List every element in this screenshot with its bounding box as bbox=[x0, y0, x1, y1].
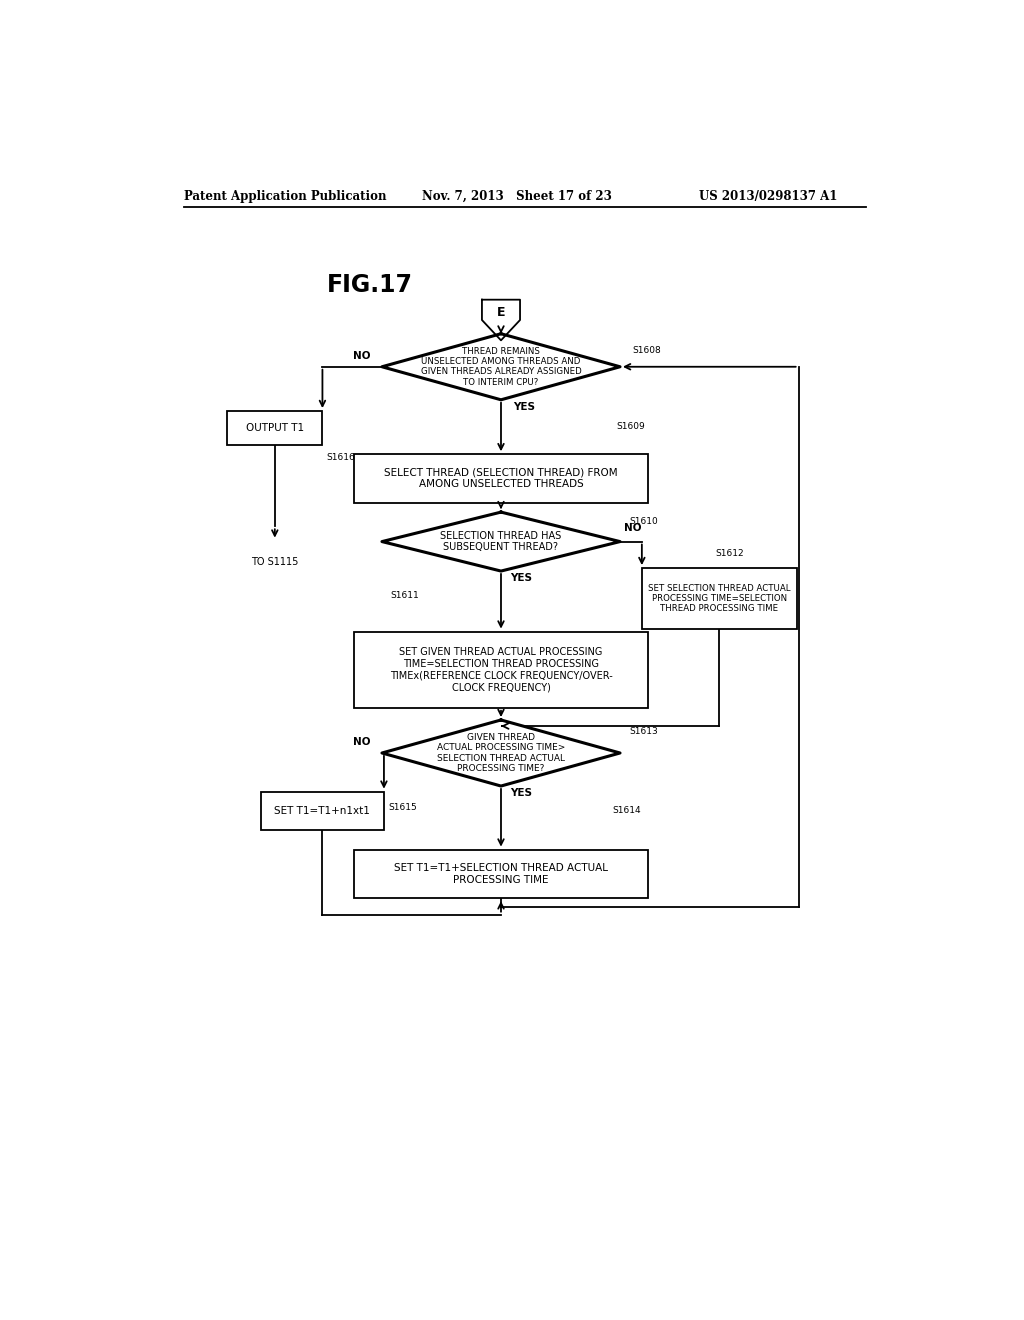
Polygon shape bbox=[482, 300, 520, 341]
Text: S1615: S1615 bbox=[388, 804, 417, 812]
Text: SET T1=T1+SELECTION THREAD ACTUAL
PROCESSING TIME: SET T1=T1+SELECTION THREAD ACTUAL PROCES… bbox=[394, 863, 608, 884]
Text: GIVEN THREAD
ACTUAL PROCESSING TIME>
SELECTION THREAD ACTUAL
PROCESSING TIME?: GIVEN THREAD ACTUAL PROCESSING TIME> SEL… bbox=[437, 733, 565, 774]
Text: OUTPUT T1: OUTPUT T1 bbox=[246, 422, 304, 433]
Text: NO: NO bbox=[624, 524, 641, 533]
Text: S1614: S1614 bbox=[612, 807, 641, 816]
Text: THREAD REMAINS
UNSELECTED AMONG THREADS AND
GIVEN THREADS ALREADY ASSIGNED
TO IN: THREAD REMAINS UNSELECTED AMONG THREADS … bbox=[421, 347, 582, 387]
Text: US 2013/0298137 A1: US 2013/0298137 A1 bbox=[699, 190, 838, 202]
FancyBboxPatch shape bbox=[261, 792, 384, 830]
Text: SET SELECTION THREAD ACTUAL
PROCESSING TIME=SELECTION
THREAD PROCESSING TIME: SET SELECTION THREAD ACTUAL PROCESSING T… bbox=[648, 583, 791, 614]
Text: S1612: S1612 bbox=[715, 549, 743, 558]
Text: S1609: S1609 bbox=[616, 422, 645, 432]
Text: Nov. 7, 2013   Sheet 17 of 23: Nov. 7, 2013 Sheet 17 of 23 bbox=[422, 190, 611, 202]
Text: NO: NO bbox=[353, 351, 371, 360]
Text: SELECTION THREAD HAS
SUBSEQUENT THREAD?: SELECTION THREAD HAS SUBSEQUENT THREAD? bbox=[440, 531, 561, 552]
Polygon shape bbox=[382, 334, 620, 400]
FancyBboxPatch shape bbox=[642, 568, 797, 630]
FancyBboxPatch shape bbox=[354, 454, 648, 503]
Text: S1608: S1608 bbox=[632, 346, 660, 355]
FancyBboxPatch shape bbox=[354, 850, 648, 899]
Text: FIG.17: FIG.17 bbox=[327, 273, 413, 297]
Polygon shape bbox=[382, 719, 620, 785]
Text: YES: YES bbox=[513, 403, 535, 412]
Text: S1613: S1613 bbox=[630, 727, 658, 737]
Text: TO S1115: TO S1115 bbox=[251, 557, 299, 566]
Text: NO: NO bbox=[353, 737, 371, 747]
Text: S1616: S1616 bbox=[327, 453, 355, 462]
Text: SET T1=T1+n1xt1: SET T1=T1+n1xt1 bbox=[274, 807, 371, 816]
Text: SELECT THREAD (SELECTION THREAD) FROM
AMONG UNSELECTED THREADS: SELECT THREAD (SELECTION THREAD) FROM AM… bbox=[384, 467, 617, 490]
FancyBboxPatch shape bbox=[227, 411, 323, 445]
FancyBboxPatch shape bbox=[354, 631, 648, 708]
Text: YES: YES bbox=[511, 788, 532, 799]
Text: SET GIVEN THREAD ACTUAL PROCESSING
TIME=SELECTION THREAD PROCESSING
TIMEx(REFERE: SET GIVEN THREAD ACTUAL PROCESSING TIME=… bbox=[389, 647, 612, 692]
Polygon shape bbox=[382, 512, 620, 572]
Text: YES: YES bbox=[511, 573, 532, 583]
Text: E: E bbox=[497, 306, 505, 319]
Text: S1610: S1610 bbox=[630, 517, 658, 525]
Text: S1611: S1611 bbox=[390, 591, 419, 601]
Text: Patent Application Publication: Patent Application Publication bbox=[183, 190, 386, 202]
